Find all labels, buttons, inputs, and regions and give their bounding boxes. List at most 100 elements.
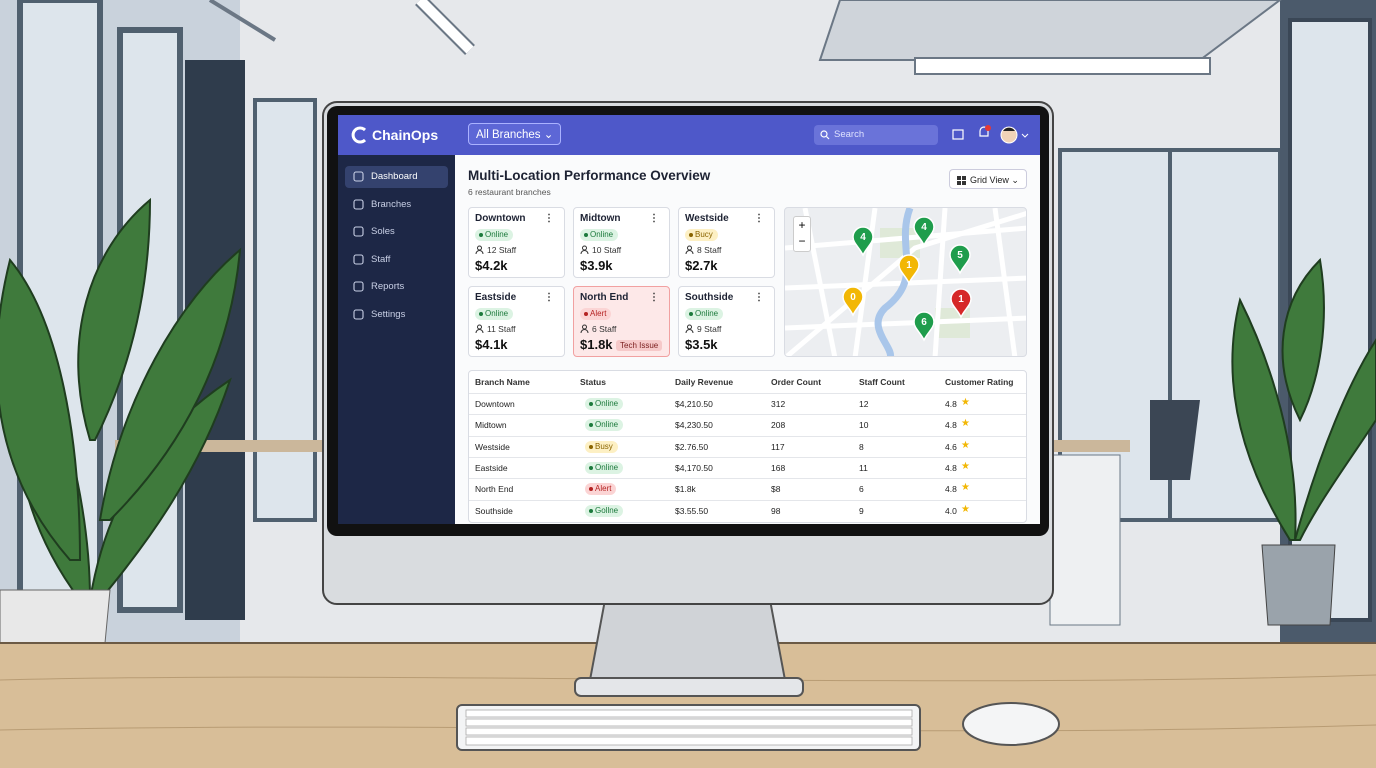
table-cell: 4.6 [945, 441, 957, 452]
branch-selector[interactable]: All Branches ⌄ [468, 123, 561, 145]
page-subtitle: 6 restaurant branches [468, 187, 551, 197]
card-menu[interactable]: ⋮ [544, 292, 554, 303]
staff-icon [685, 324, 694, 333]
branch-map[interactable]: 4 4 5 1 0 1 6 + − [784, 207, 1027, 357]
table-cell: $3.55.50 [675, 505, 709, 516]
card-revenue: $4.2k [475, 258, 508, 273]
table-cell: $1.8k [675, 484, 696, 495]
staff-icon-head [687, 324, 692, 330]
card-name: Westside [685, 213, 729, 224]
user-avatar[interactable] [1000, 125, 1030, 145]
branch-card[interactable]: Westside ⋮ Bucy 8 Staff $2.7k [678, 207, 775, 278]
notification-bell[interactable] [976, 124, 992, 140]
map-pin[interactable]: 5 [949, 244, 971, 275]
staff-icon [475, 245, 484, 254]
brand-logo [351, 126, 367, 144]
table-cell: Downtown [475, 399, 515, 409]
rating-star: ★ [961, 397, 970, 408]
nav-label: Dashboard [371, 171, 418, 182]
table-cell: $2.76.50 [675, 441, 709, 452]
branch-card[interactable]: North End ⋮ Alert 6 Staff $1.8k Tech Issue [573, 286, 670, 357]
view-toggle[interactable]: Grid View ⌄ [949, 169, 1027, 189]
table-cell: 10 [859, 420, 869, 431]
staff-count: 12 Staff [487, 245, 517, 255]
zoom-in[interactable]: + [798, 218, 806, 232]
rating-star: ★ [961, 482, 970, 494]
main-content: Multi-Location Performance Overview 6 re… [455, 155, 1040, 524]
column-header: Daily Revenue [675, 377, 734, 387]
nav-icon-shape [353, 253, 364, 265]
staff-icon-body [580, 250, 589, 254]
card-revenue: $3.9k [580, 258, 613, 273]
brand-name: ChainOps [372, 127, 439, 143]
map-pin[interactable]: 0 [842, 286, 864, 317]
nav-label: Staff [371, 253, 391, 265]
table-cell: $4,230.50 [675, 420, 713, 431]
table-cell: 12 [859, 399, 869, 409]
nav-item[interactable]: Staff [345, 249, 448, 271]
row-divider [469, 478, 1026, 480]
rating-star: ★ [961, 460, 970, 472]
nav-item[interactable]: Reports [345, 276, 448, 298]
column-header: Customer Rating [945, 377, 1014, 387]
staff-icon-body [475, 329, 484, 333]
row-divider [469, 499, 1026, 501]
nav-icon-shape [353, 308, 364, 320]
staff-icon-head [477, 324, 482, 330]
card-menu[interactable]: ⋮ [649, 213, 659, 224]
card-menu[interactable]: ⋮ [649, 292, 659, 303]
nav-icon [353, 198, 364, 210]
staff-icon [685, 245, 694, 254]
branch-table: Branch Name Status Daily Revenue Order Coun… [468, 370, 1027, 523]
map-pin[interactable]: 6 [913, 311, 935, 342]
staff-icon-body [685, 329, 694, 333]
staff-icon [580, 324, 589, 333]
status-pill: Online [585, 461, 624, 474]
column-header: Order Count [771, 377, 822, 387]
table-cell: 4.8 [945, 420, 957, 431]
staff-count: 10 Staff [592, 245, 622, 255]
table-cell: 4.8 [945, 484, 957, 495]
status-pill: Busy [585, 440, 618, 453]
card-menu[interactable]: ⋮ [754, 292, 764, 303]
search-icon [820, 130, 830, 140]
map-pin[interactable]: 1 [950, 288, 972, 319]
search-box[interactable]: Search [814, 125, 938, 145]
status-pill: Alert [580, 308, 612, 320]
column-header: Branch Name [475, 377, 530, 387]
card-menu[interactable]: ⋮ [544, 213, 554, 224]
rating-star: ★ [961, 439, 970, 451]
nav-item[interactable]: Dashboard [345, 166, 448, 188]
table-cell: 6 [859, 484, 864, 495]
table-cell: 8 [859, 441, 864, 452]
map-pin[interactable]: 1 [898, 254, 920, 285]
card-revenue: $3.5k [685, 337, 718, 352]
nav-icon-shape [353, 198, 364, 210]
row-divider [469, 393, 1026, 394]
table-cell: 11 [859, 462, 868, 473]
nav-item[interactable]: Soles [345, 221, 448, 243]
table-cell: 4.8 [945, 399, 957, 409]
nav-icon [353, 308, 364, 320]
nav-item[interactable]: Settings [345, 304, 448, 326]
issue-tag: Tech Issue [616, 340, 663, 351]
nav-label: Soles [371, 226, 395, 237]
staff-count: 9 Staff [697, 324, 722, 334]
calendar-icon[interactable] [952, 128, 964, 140]
nav-item[interactable]: Branches [345, 194, 448, 216]
staff-icon-body [580, 329, 589, 333]
zoom-out[interactable]: − [798, 234, 806, 248]
branch-card[interactable]: Downtown ⋮ Online 12 Staff $4.2k [468, 207, 565, 278]
grid-icon [957, 176, 966, 185]
nav-icon-shape [353, 226, 364, 237]
card-name: Downtown [475, 213, 526, 224]
branch-card[interactable]: Southside ⋮ Online 9 Staff $3.5k [678, 286, 775, 357]
pin-label: 4 [921, 222, 927, 233]
map-pin[interactable]: 4 [852, 226, 874, 257]
map-pin[interactable]: 4 [913, 216, 935, 247]
branch-card[interactable]: Midtown ⋮ Online 10 Staff $3.9k [573, 207, 670, 278]
card-menu[interactable]: ⋮ [754, 213, 764, 224]
staff-count: 11 Staff [487, 324, 516, 334]
staff-icon-body [475, 250, 484, 254]
branch-card[interactable]: Eastside ⋮ Online 11 Staff $4.1k [468, 286, 565, 357]
